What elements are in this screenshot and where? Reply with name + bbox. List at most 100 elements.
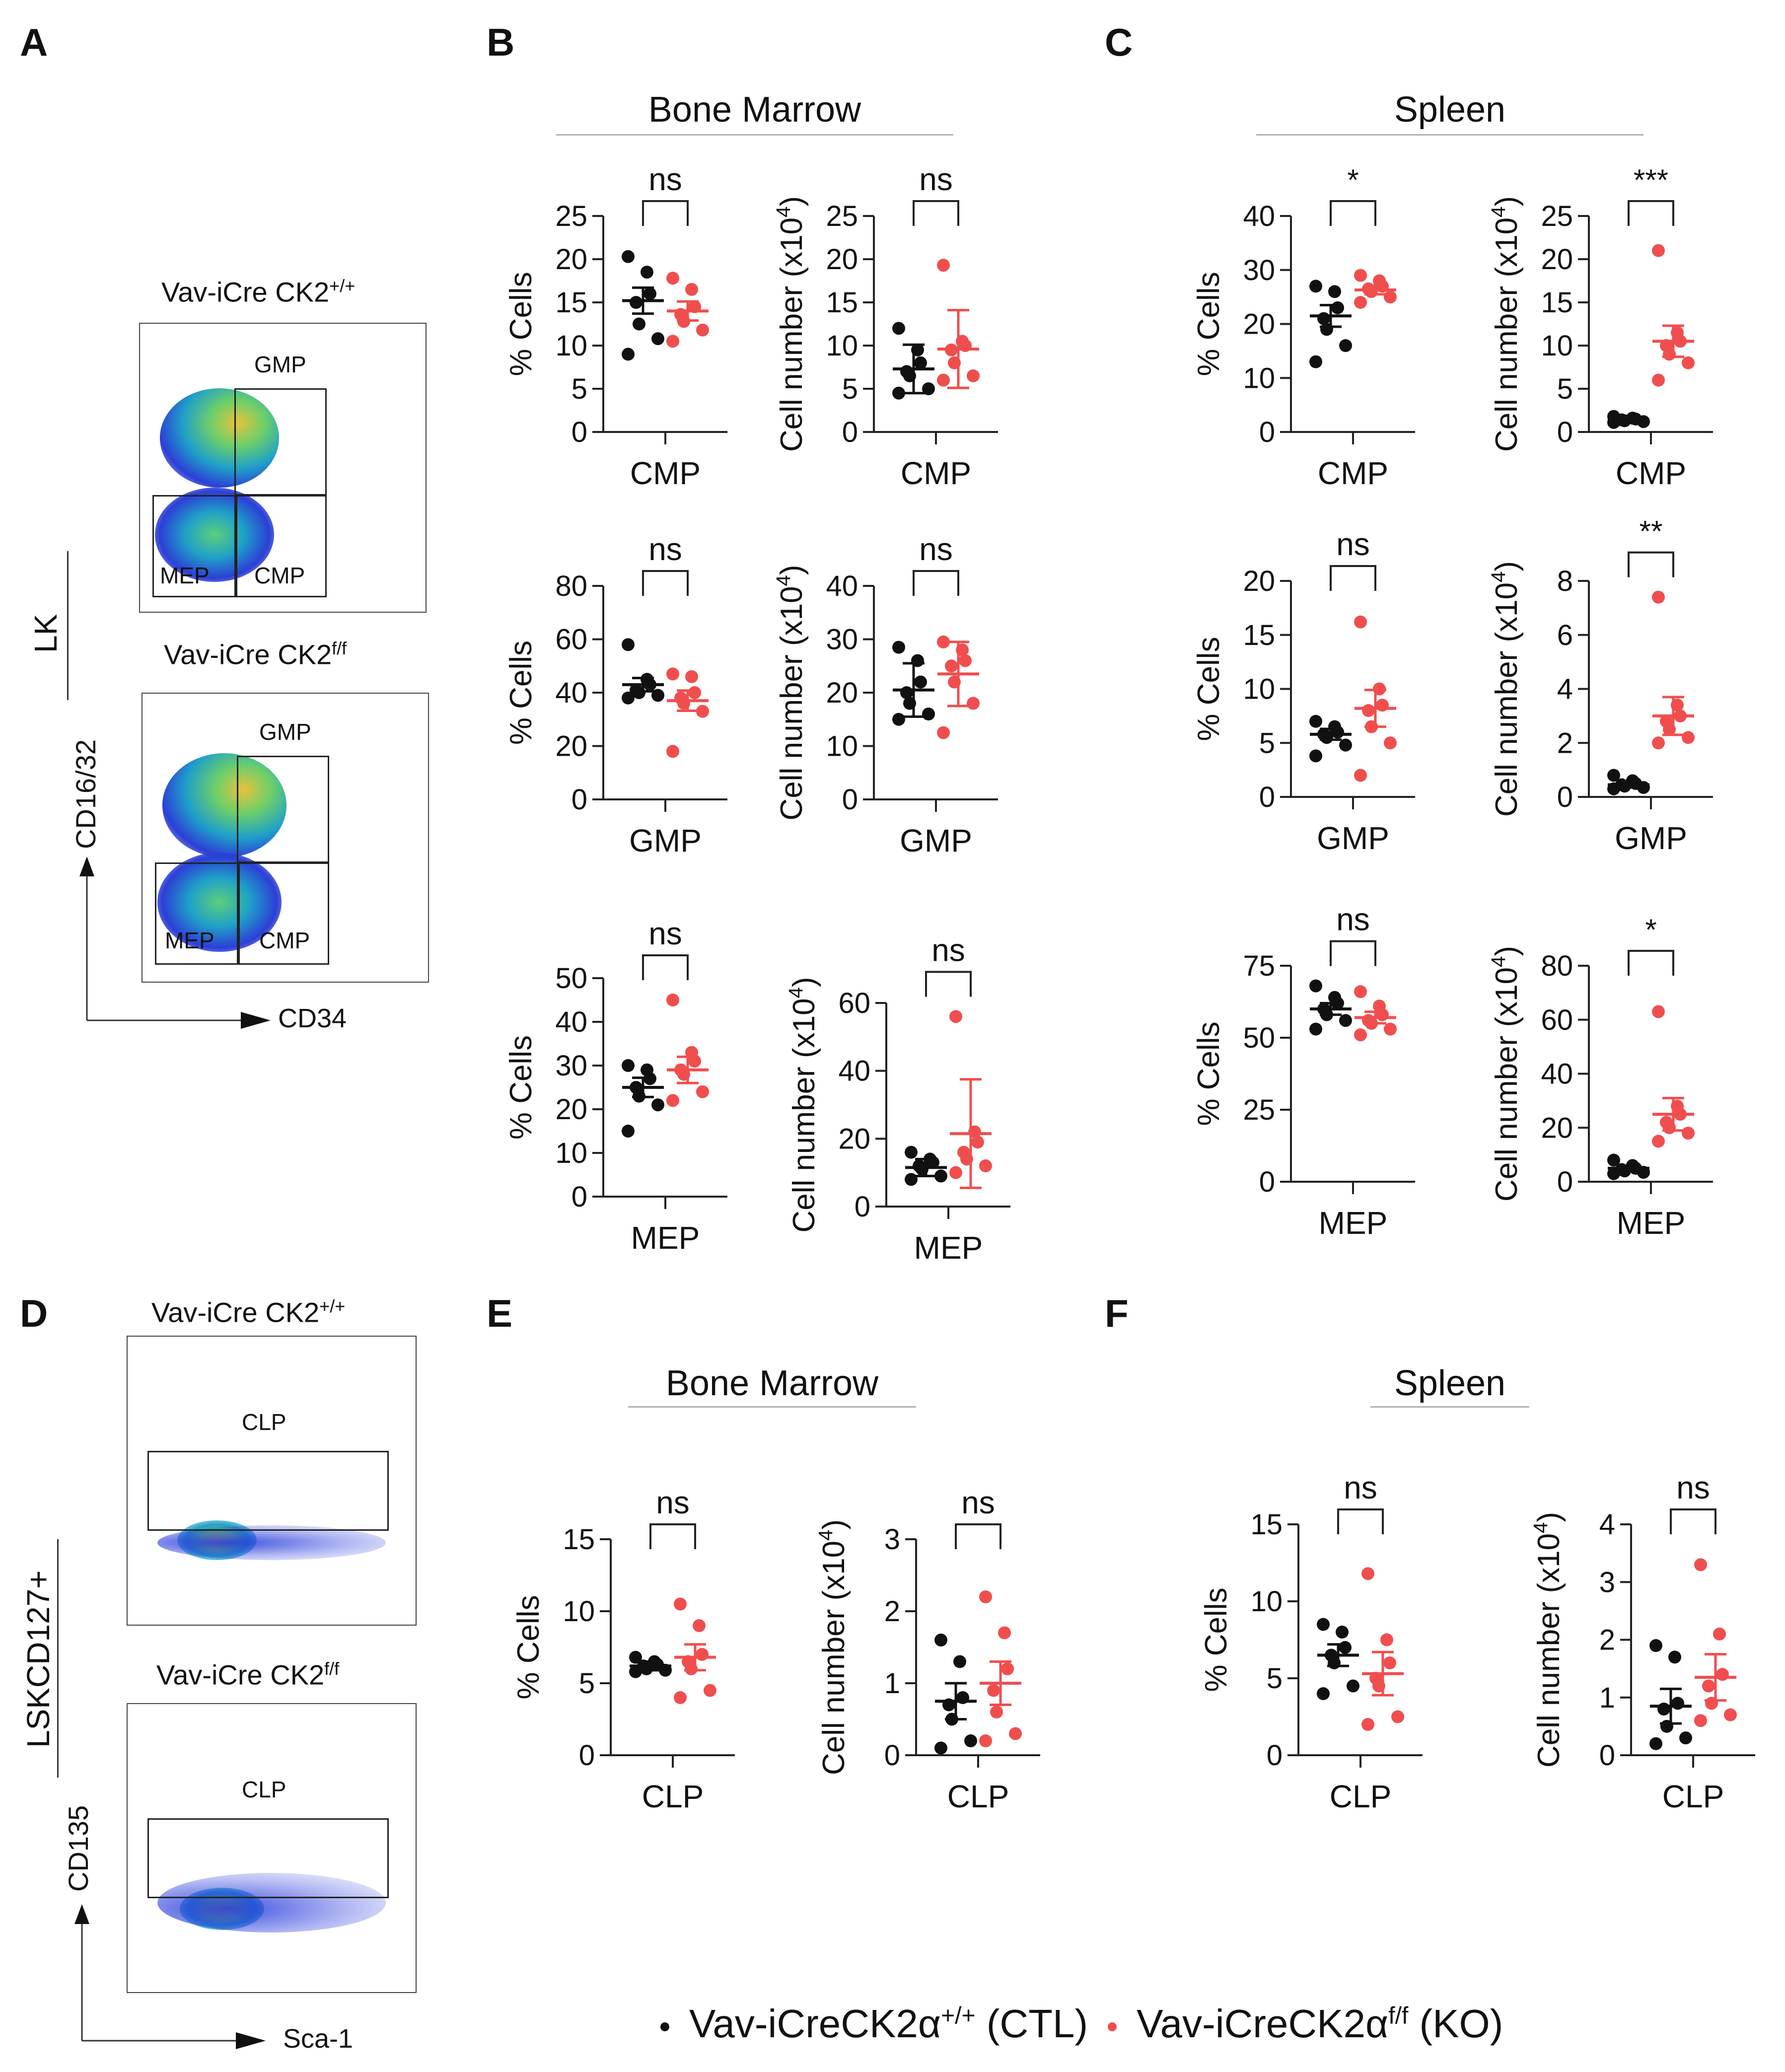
e_clp_num-point-ctl [934,1634,947,1646]
c_mep_num-sig-bracket [1628,950,1674,976]
b_gmp_pct-point-ctl [651,689,664,702]
section-rule-b [556,134,953,136]
c_gmp_num-x-label: GMP [1615,820,1687,856]
flow-d-axes [74,1904,266,2049]
legend-ctl-label: Vav-iCreCK2α [689,2001,941,2046]
c_gmp_pct-sig-label: ns [1336,526,1370,562]
e_clp_pct-y-tick-label: 0 [579,1739,595,1772]
b_mep_num-y-label-text: Cell number (x10 [787,998,821,1232]
gate-gmp[interactable] [237,756,329,863]
c_cmp_pct-y-tick-label: 0 [1259,416,1275,448]
section-rule-c [1256,134,1643,136]
c_gmp_pct-y-tick-label: 10 [1243,673,1275,706]
c_gmp_num-y-tick-label: 8 [1557,565,1573,597]
flow-d-bottom-title-sup: f/f [324,1658,340,1679]
e_clp_num-y-tick-label: 1 [884,1667,900,1700]
b_gmp_pct-sig-label: ns [648,531,682,567]
flow-plot-d-top: CLP [127,1336,417,1626]
flow-plot-a-top: GMP MEP CMP [139,323,427,613]
b_gmp_pct-point-ko [688,686,701,699]
b_mep_pct-y-tick-label: 10 [555,1137,587,1169]
b_mep_num-y-label-end: ) [787,977,821,988]
flow-a-bottom-title: Vav-iCre CK2f/f [164,638,347,671]
gate-clp[interactable] [147,1818,389,1898]
c_cmp_pct-point-ctl [1339,339,1352,352]
gate-cmp[interactable] [237,862,329,965]
f_clp_pct-y-label: % Cells [1199,1587,1233,1692]
b_mep_num-y-tick-label: 0 [855,1191,870,1223]
c_mep_num-y-label-sup: 4 [1488,956,1509,967]
c_mep_num-y-label-text: Cell number (x10 [1490,967,1524,1202]
f_clp_pct-point-ko [1383,1656,1396,1669]
gate-clp[interactable] [147,1451,389,1531]
c_mep_num-y-tick-label: 0 [1557,1166,1573,1198]
gate-mep[interactable] [155,862,240,965]
b_cmp_pct-point-ctl [633,317,645,331]
flow-d-bottom-title: Vav-iCre CK2f/f [156,1658,339,1691]
legend-ko-suffix: (KO) [1408,2001,1503,2046]
c_mep_pct-point-ko [1384,1022,1397,1036]
b_mep_num-y-tick-label: 40 [838,1055,870,1087]
c_gmp_pct-point-ko [1354,615,1367,629]
gate-label-clp: CLP [242,1777,286,1802]
e_clp_num-point-ko [998,1626,1011,1640]
c_cmp_num-point-ko [1652,244,1665,257]
b_mep_pct-x-label: MEP [631,1220,700,1256]
f_clp_num-point-ko [1694,1714,1707,1727]
b_mep_pct-y-label: % Cells [504,1035,538,1140]
b_gmp_num-point-ctl [892,713,905,726]
c_mep_pct-y-label-text: % Cells [1192,1021,1226,1126]
legend-ko-dot [1108,2022,1117,2031]
f_clp_num-point-ctl [1649,1639,1662,1652]
c_cmp_num-y-label-text: Cell number (x10 [1490,217,1524,452]
c_gmp_pct-y-tick-label: 0 [1259,781,1275,813]
b_gmp_num-y-tick-label: 20 [826,677,858,709]
c_mep_pct-sig-bracket [1330,940,1376,966]
gate-cmp[interactable] [234,495,327,597]
c_gmp_num-y-tick-label: 6 [1557,619,1573,651]
flow-d-top-title: Vav-iCre CK2+/+ [151,1296,345,1329]
f_clp_num-y-label-end: ) [1532,1512,1566,1522]
f_clp_num-sig-label: ns [1676,1470,1710,1505]
c_mep_pct-sig-label: ns [1336,902,1370,937]
b_gmp_num-y-tick-label: 40 [826,570,858,602]
f_clp_pct-point-ctl [1317,1687,1330,1700]
flow-plot-d-bottom: CLP [127,1703,417,1993]
legend-ctl-sup: +/+ [941,2002,976,2029]
c_cmp_num-y-tick-label: 25 [1541,200,1573,232]
panel-label-d: D [20,1291,48,1335]
b_gmp_num-y-tick-label: 30 [826,624,858,656]
e_clp_pct-y-tick-label: 15 [563,1523,595,1556]
arrow-right-icon [241,1012,271,1029]
e_clp_num-sig-bracket [955,1523,1001,1549]
b_gmp_num-point-ko [937,726,950,739]
panel-label-c: C [1105,20,1133,64]
e_clp_pct-point-ko [704,1684,716,1697]
e_clp_pct-sig-label: ns [656,1485,690,1520]
c_cmp_pct-point-ctl [1328,285,1341,298]
gate-mep[interactable] [152,495,237,597]
c_mep_pct-point-ko [1376,1008,1389,1021]
e_clp_num-point-ctl [934,1741,947,1755]
c_mep_num-point-ctl [1607,1167,1620,1180]
flow-d-top-title-sup: +/+ [319,1296,346,1316]
c_mep_pct-y-tick-label: 75 [1243,950,1275,982]
c_cmp_num-y-tick-label: 15 [1541,286,1573,319]
e_clp_num-sig-label: ns [961,1485,995,1520]
b_mep_pct-sig-bracket [642,954,689,980]
c_cmp_pct-y-tick-label: 40 [1243,200,1275,232]
f_clp_num-point-ko [1713,1627,1726,1641]
b_cmp_pct-sig-label: ns [648,161,682,197]
flow-d-x-axis-label: Sca-1 [283,2024,354,2054]
c_cmp_num-y-tick-label: 5 [1557,373,1573,405]
section-title-c: Spleen [1394,90,1506,130]
gate-gmp[interactable] [234,388,327,496]
flow-density-tail [157,1873,386,1932]
e_clp_num-point-ko [979,1590,992,1603]
c_mep_pct-y-tick-label: 50 [1243,1022,1275,1054]
b_gmp_num-y-label-text: Cell number (x10 [775,586,809,820]
e_clp_pct-point-ko [674,1597,687,1611]
c_mep_num-y-tick-label: 40 [1541,1058,1573,1090]
b_cmp_pct-y-tick-label: 20 [555,243,587,276]
flow-density-cloud [155,488,274,582]
